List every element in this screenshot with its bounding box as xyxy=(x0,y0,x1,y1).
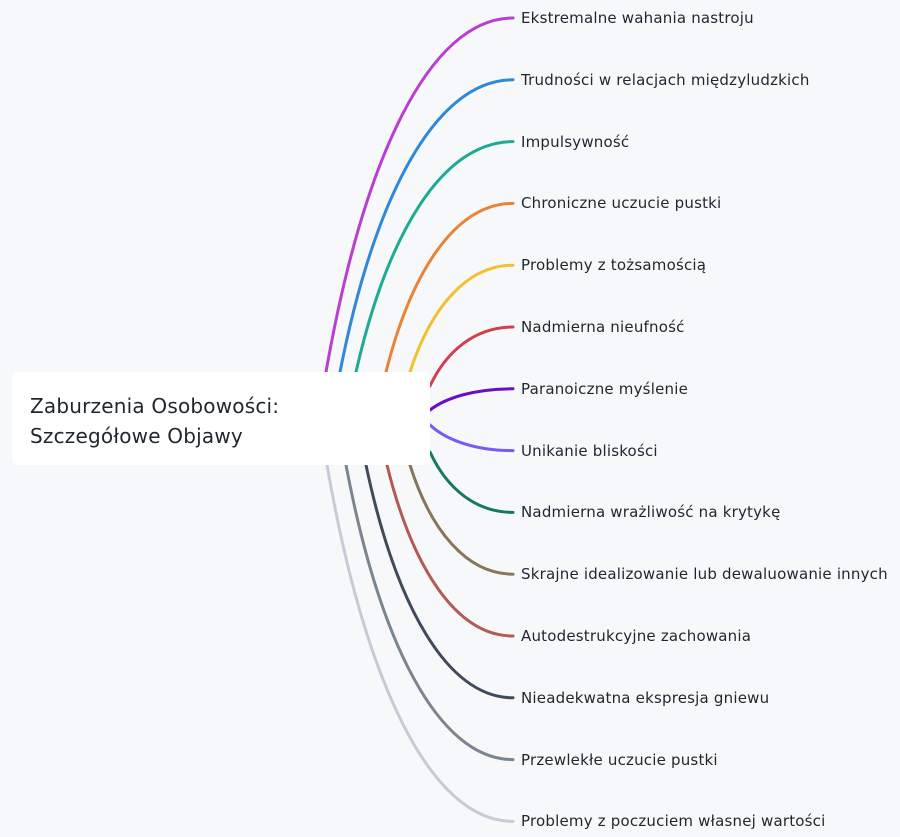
branch-node[interactable]: Problemy z tożsamością xyxy=(521,256,707,275)
branch-node[interactable]: Skrajne idealizowanie lub dewaluowanie i… xyxy=(521,565,888,584)
branch-node[interactable]: Nadmierna wrażliwość na krytykę xyxy=(521,503,781,522)
branch-connector xyxy=(428,387,515,412)
branch-connector xyxy=(408,263,515,374)
branch-node[interactable]: Impulsywność xyxy=(521,132,630,151)
branch-connector xyxy=(354,140,515,374)
branch-node[interactable]: Paranoiczne myślenie xyxy=(521,379,689,398)
branch-connector xyxy=(338,78,515,374)
root-title: Zaburzenia Osobowości: Szczegółowe Objaw… xyxy=(30,394,280,448)
branch-connector xyxy=(428,450,515,514)
branch-connector xyxy=(324,16,515,374)
branch-connector xyxy=(364,463,515,700)
branch-connector xyxy=(428,325,515,388)
branch-node[interactable]: Autodestrukcyjne zachowania xyxy=(521,627,752,645)
branch-connector xyxy=(344,463,515,762)
branch-node[interactable]: Unikanie bliskości xyxy=(521,441,658,460)
root-node[interactable]: Zaburzenia Osobowości: Szczegółowe Objaw… xyxy=(12,372,430,465)
branch-connector xyxy=(408,463,515,576)
branch-node[interactable]: Nieadekwatna ekspresja gniewu xyxy=(521,688,770,707)
branch-node[interactable]: Nadmierna nieufność xyxy=(521,318,685,336)
branch-node[interactable]: Problemy z poczuciem własnej wartości xyxy=(521,812,826,831)
branch-node[interactable]: Przewlekłe uczucie pustki xyxy=(521,750,718,769)
branch-node[interactable]: Ekstremalne wahania nastroju xyxy=(521,9,754,27)
branch-connector xyxy=(428,423,515,453)
branch-connector xyxy=(384,201,515,374)
branch-node[interactable]: Chroniczne uczucie pustki xyxy=(521,194,722,213)
branch-node[interactable]: Trudności w relacjach międzyludzkich xyxy=(521,70,810,89)
branch-connector xyxy=(385,463,515,638)
branch-connector xyxy=(325,463,515,823)
